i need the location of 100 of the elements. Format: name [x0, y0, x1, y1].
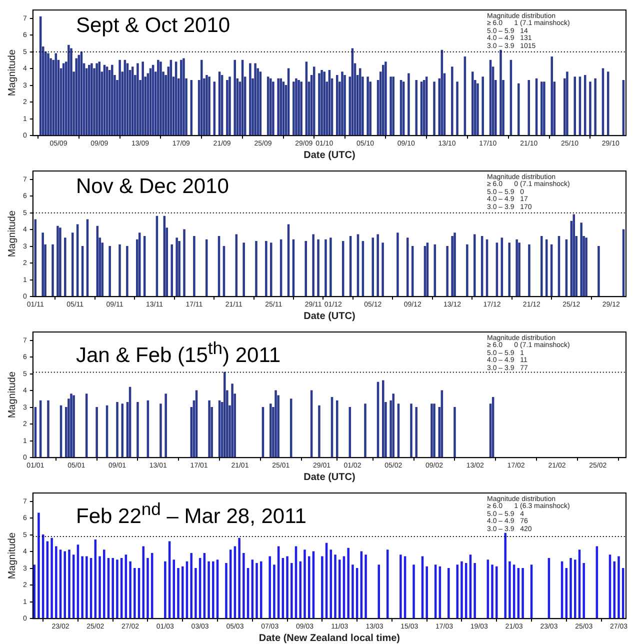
- bar: [598, 246, 600, 296]
- bar: [594, 78, 596, 136]
- bar: [68, 44, 70, 136]
- bar: [280, 78, 282, 136]
- bar: [52, 244, 54, 296]
- y-axis-title: Magnitude: [6, 210, 18, 258]
- bar: [270, 404, 272, 458]
- bar: [47, 400, 50, 458]
- bar: [59, 228, 62, 296]
- bar: [254, 63, 256, 136]
- x-axis-title: Date (UTC): [304, 310, 356, 322]
- chart-title: Nov & Dec 2010: [76, 175, 229, 199]
- bar: [482, 76, 484, 136]
- bar: [299, 561, 302, 618]
- bar: [142, 62, 144, 136]
- bar: [34, 219, 37, 296]
- bar: [338, 560, 341, 618]
- x-axis-title: Date (New Zealand local time): [258, 632, 400, 644]
- bar: [90, 63, 93, 136]
- bar: [358, 68, 362, 136]
- bar: [273, 564, 276, 618]
- bar: [618, 556, 620, 618]
- bar: [451, 236, 454, 296]
- bar: [102, 550, 106, 618]
- bar: [300, 82, 302, 136]
- bar: [208, 561, 210, 618]
- bar: [460, 561, 463, 618]
- bar: [433, 82, 436, 136]
- bar: [134, 568, 136, 618]
- bar: [112, 558, 114, 618]
- bar: [550, 56, 553, 136]
- bar: [540, 82, 543, 136]
- bar: [448, 568, 450, 618]
- bar: [473, 234, 476, 296]
- bar: [323, 72, 326, 136]
- bar: [277, 78, 280, 136]
- bar: [118, 60, 121, 136]
- bar: [268, 556, 271, 618]
- bar: [242, 552, 245, 618]
- bar: [157, 60, 160, 136]
- bar: [318, 73, 320, 136]
- bar: [396, 232, 399, 296]
- bar: [321, 556, 324, 618]
- bar: [382, 242, 384, 296]
- bar: [433, 404, 436, 458]
- bar: [382, 64, 384, 136]
- bar: [415, 407, 418, 458]
- bar: [415, 80, 418, 136]
- bar: [270, 242, 272, 296]
- bar: [589, 82, 592, 136]
- bar: [116, 402, 118, 458]
- bar: [364, 404, 366, 458]
- bar: [495, 566, 498, 618]
- bar: [392, 76, 394, 136]
- bar: [42, 232, 44, 296]
- bar: [543, 82, 546, 136]
- bar: [454, 232, 456, 296]
- bar: [582, 563, 585, 618]
- bar: [392, 394, 394, 458]
- bar: [47, 53, 50, 136]
- chart-title: Sept & Oct 2010: [76, 14, 230, 38]
- bar: [466, 244, 468, 296]
- bar: [456, 564, 458, 618]
- bar: [86, 556, 88, 618]
- bar: [378, 564, 380, 618]
- bar: [491, 564, 494, 618]
- bar: [234, 60, 236, 136]
- bar: [412, 564, 415, 618]
- bar: [341, 72, 344, 136]
- bar: [372, 238, 374, 296]
- bar: [70, 394, 72, 458]
- bar: [255, 241, 258, 296]
- y-axis-title: Magnitude: [6, 49, 18, 96]
- bar: [228, 76, 231, 136]
- bar: [260, 561, 262, 618]
- bar: [38, 512, 40, 618]
- bar: [177, 568, 180, 618]
- bar: [183, 229, 186, 296]
- bar: [64, 238, 66, 296]
- bar: [528, 80, 530, 136]
- bar: [566, 72, 568, 136]
- bar: [286, 556, 288, 618]
- bar: [312, 234, 314, 296]
- bar: [518, 242, 520, 296]
- bar: [366, 76, 369, 136]
- bar: [75, 58, 78, 136]
- bar: [70, 48, 72, 136]
- bar: [160, 404, 162, 458]
- bar: [129, 561, 132, 618]
- bar: [410, 404, 412, 458]
- bar: [295, 78, 298, 136]
- bar: [98, 62, 100, 136]
- bar: [182, 58, 185, 136]
- bar: [516, 239, 518, 296]
- bar: [190, 552, 192, 618]
- bar: [111, 64, 114, 136]
- bar: [96, 63, 98, 136]
- bar: [224, 372, 226, 458]
- bar: [208, 400, 210, 458]
- bar: [270, 78, 272, 136]
